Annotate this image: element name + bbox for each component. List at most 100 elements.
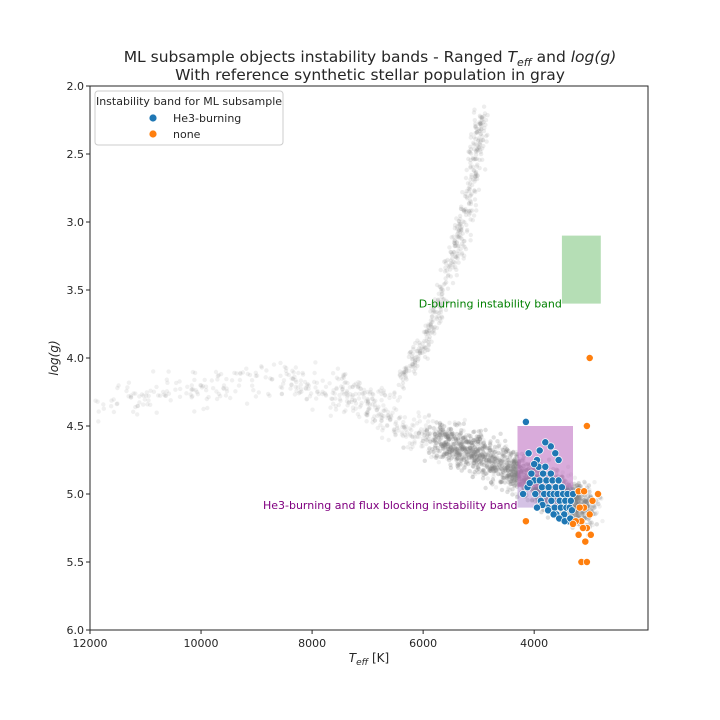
reference-star-point [199,385,205,390]
reference-star-point [449,449,455,455]
reference-star-point [514,468,519,473]
reference-star-point [458,228,464,233]
reference-star-point [461,435,466,440]
reference-star-point [499,459,504,464]
reference-star-point [441,297,447,302]
reference-star-point [430,300,436,306]
reference-star-point [506,487,511,492]
reference-star-point [483,444,488,449]
reference-star-point [141,393,146,398]
reference-star-point [577,494,583,499]
reference-star-point [458,246,463,252]
reference-star-point [467,193,473,199]
reference-star-point [490,466,495,471]
reference-star-point [530,497,535,502]
reference-star-point [335,366,341,371]
reference-star-point [383,393,388,398]
reference-star-point [308,391,314,396]
reference-star-point [493,468,498,473]
reference-star-point [522,476,527,481]
reference-star-point [365,409,370,415]
reference-star-point [485,451,490,456]
reference-star-point [364,419,369,424]
reference-star-point [358,403,364,408]
reference-star-point [289,382,294,388]
reference-star-point [191,387,196,392]
reference-star-point [431,439,436,444]
reference-star-point [470,471,475,477]
reference-star-point [510,472,515,477]
reference-star-point [444,450,449,455]
reference-star-point [445,257,450,263]
reference-star-point [475,441,481,447]
point-he3-burning [535,446,544,455]
reference-star-point [477,145,482,150]
reference-star-point [493,468,499,473]
reference-star-point [508,453,513,458]
reference-star-point [522,469,527,474]
reference-star-point [388,417,393,422]
reference-star-point [478,121,483,126]
reference-star-point [600,518,605,524]
reference-star-point [188,392,193,397]
reference-star-point [461,256,466,261]
reference-star-point [511,469,516,475]
reference-star-point [416,346,422,351]
reference-star-point [412,371,418,376]
reference-star-point [401,370,407,375]
reference-star-point [402,424,407,429]
reference-star-point [478,121,483,127]
reference-star-point [490,453,495,458]
reference-star-point [477,141,482,147]
reference-star-point [445,446,451,452]
reference-star-point [428,439,433,445]
reference-star-point [431,310,436,315]
reference-star-point [468,451,474,457]
reference-star-point [500,472,505,478]
reference-star-point [474,458,479,463]
reference-star-point [475,148,480,153]
reference-star-point [517,463,522,468]
reference-star-point [505,475,511,480]
reference-star-point [473,171,478,176]
reference-star-point [447,450,452,455]
reference-star-point [426,325,431,331]
reference-star-point [234,371,239,376]
reference-star-point [579,498,584,503]
reference-star-point [533,484,538,489]
reference-star-point [413,360,418,365]
reference-star-point [468,439,473,445]
point-none [588,496,597,505]
reference-star-point [471,454,476,459]
reference-star-point [521,472,526,477]
reference-star-point [449,252,455,257]
reference-star-point [437,441,443,446]
reference-star-point [513,492,518,497]
reference-star-point [473,447,478,452]
reference-star-point [445,450,450,455]
reference-star-point [436,435,441,441]
reference-star-point [435,445,440,451]
reference-star-point [499,466,504,471]
reference-star-point [442,281,448,286]
reference-star-point [387,395,392,401]
reference-star-point [514,494,520,500]
reference-star-point [452,241,458,246]
reference-star-point [497,459,503,465]
reference-star-point [443,276,448,281]
reference-star-point [517,476,522,481]
reference-star-point [579,512,585,518]
reference-star-point [450,455,455,460]
reference-star-point [432,435,437,440]
point-he3-burning [533,503,541,512]
reference-star-point [574,497,579,502]
reference-star-point [422,430,428,435]
reference-star-point [426,419,431,424]
reference-star-point [499,487,505,493]
reference-star-point [410,351,415,356]
reference-star-point [364,410,370,415]
x-tick-label: 10000 [184,637,219,650]
reference-star-point [407,368,412,373]
reference-star-point [501,459,506,464]
reference-star-point [518,482,523,487]
